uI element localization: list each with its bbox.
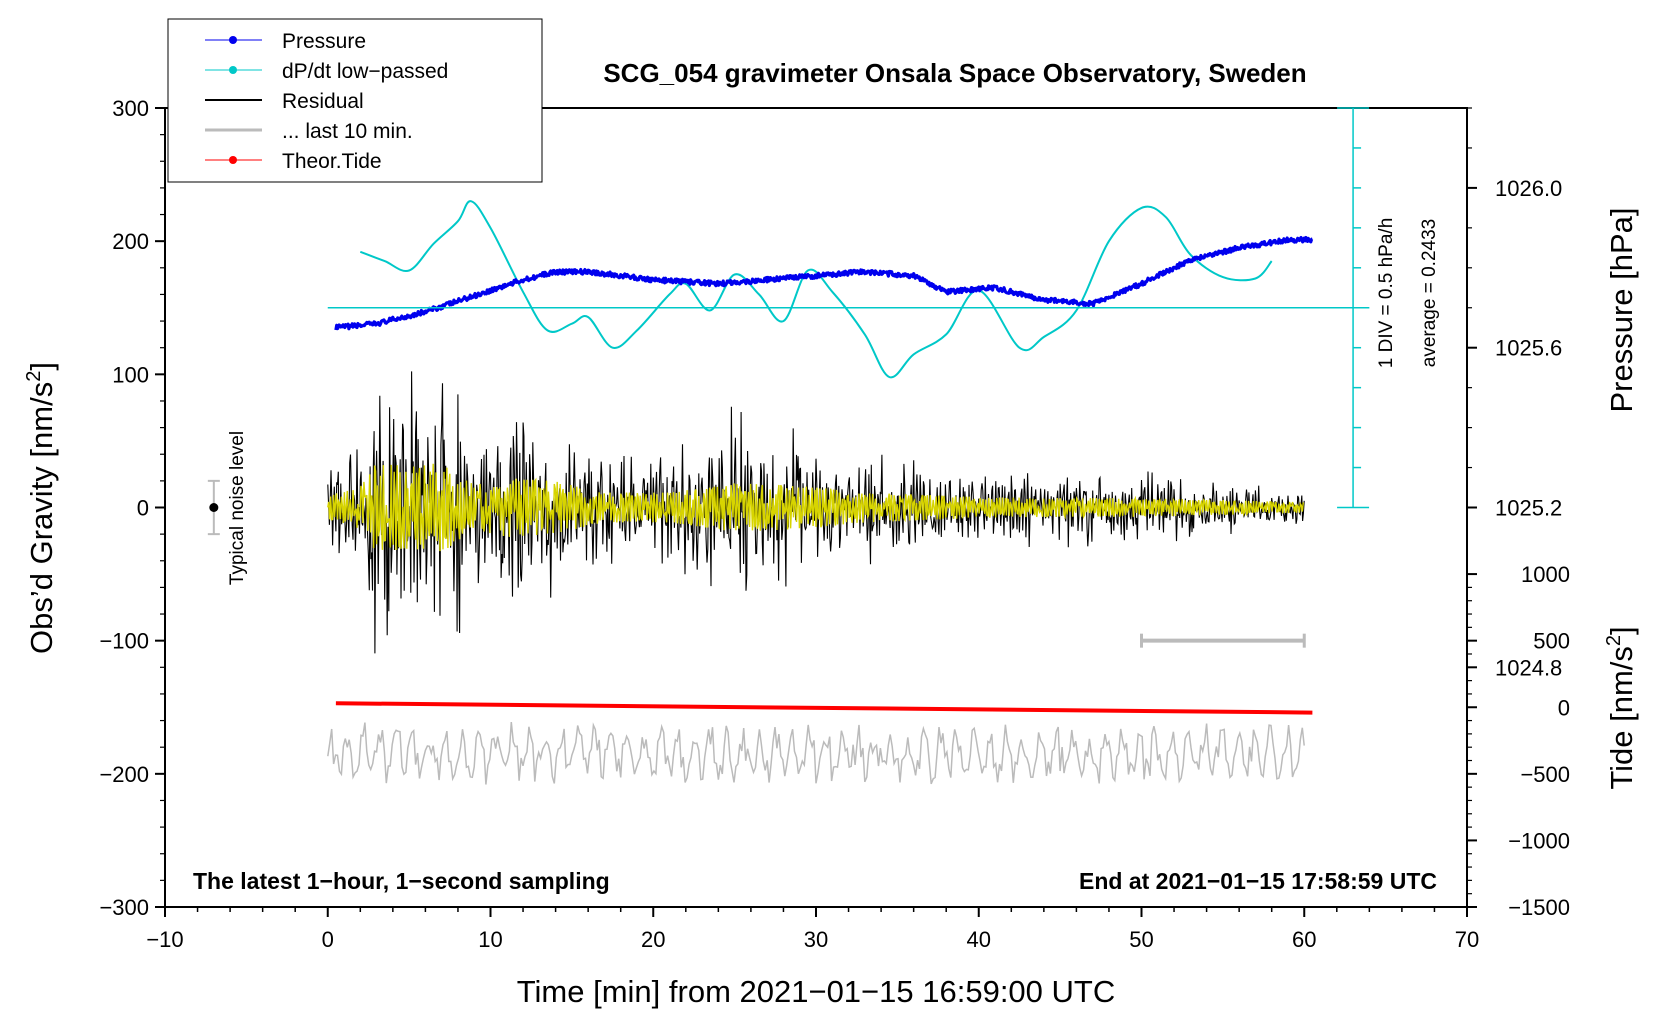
y-axis-label-tide: Tide [nm/s2] (1603, 626, 1639, 789)
legend-label: ... last 10 min. (282, 120, 413, 143)
noise-level-bar (207, 479, 220, 536)
y-axis-label-tide-base: Tide [nm/s (1604, 646, 1639, 790)
y-axis-ticks: 300 200 100 0 −100 −200 −300 (99, 96, 165, 920)
legend-marker (229, 66, 237, 74)
pressure-tick-label: 1026.0 (1495, 176, 1562, 201)
tide-tick-label: −1000 (1508, 828, 1570, 853)
tide-tick-label: −1500 (1508, 895, 1570, 920)
residual-lowpass-line (327, 463, 1304, 552)
x-tick-label: 0 (322, 927, 334, 952)
dpdt-scale-bar (327, 107, 1370, 509)
series-layer (327, 200, 1314, 785)
tide-tick-label: 0 (1558, 695, 1570, 720)
tide-tick-label: 1000 (1521, 562, 1570, 587)
y-tick-label: −300 (99, 895, 149, 920)
legend-label: Residual (282, 90, 364, 113)
y-tick-label: −100 (99, 629, 149, 654)
pressure-tick-label: 1025.6 (1495, 336, 1562, 361)
x-tick-label: 30 (804, 927, 828, 952)
x-tick-label: 70 (1455, 927, 1479, 952)
last-10-min-line (327, 722, 1305, 785)
pressure-tick-label: 1024.8 (1495, 655, 1562, 680)
legend-label: Theor.Tide (282, 150, 382, 173)
annotation-sampling: The latest 1−hour, 1−second sampling (193, 868, 610, 894)
y-axis-label-left-end: ] (24, 362, 59, 371)
x-tick-label: 10 (478, 927, 502, 952)
x-axis-ticks: −10 0 10 20 30 40 50 60 70 (146, 907, 1479, 952)
legend: Pressure dP/dt low−passed Residual ... last… (205, 30, 448, 173)
x-axis-label: Time [min] from 2021−01−15 16:59:00 UTC (517, 974, 1116, 1009)
tide-axis-ticks: 1000 500 0 −500 −1000 −1500 (1467, 562, 1570, 920)
y-axis-label-left: Obs’d Gravity [nm/s2] (23, 362, 59, 654)
div-label: 1 DIV = 0.5 hPa/h (1376, 218, 1397, 369)
tide-tick-label: −500 (1520, 762, 1570, 787)
noise-bar-dot (209, 503, 219, 512)
y-tick-label: 300 (112, 96, 149, 121)
y-tick-label: 100 (112, 362, 149, 387)
annotation-end-time: End at 2021−01−15 17:58:59 UTC (1079, 868, 1437, 894)
x-tick-label: −10 (146, 927, 183, 952)
pressure-axis-ticks: 1026.0 1025.6 1025.2 1024.8 (1467, 107, 1562, 680)
y-axis-label-pressure: Pressure [hPa] (1604, 207, 1639, 412)
y-axis-label-left-base: Obs’d Gravity [nm/s (24, 382, 59, 654)
legend-marker (229, 156, 237, 164)
tide-tick-label: 500 (1533, 629, 1570, 654)
legend-marker (229, 36, 237, 44)
y-axis-label-left-sup: 2 (23, 371, 45, 382)
chart-title: SCG_054 gravimeter Onsala Space Observat… (603, 58, 1306, 88)
legend-label: Pressure (282, 30, 366, 53)
y-tick-label: 200 (112, 229, 149, 254)
ten-minute-scale-bar (1140, 633, 1306, 648)
y-tick-label: 0 (137, 496, 149, 521)
theoretical-tide-line (335, 701, 1313, 715)
average-label: average = 0.2433 (1419, 219, 1440, 367)
x-tick-label: 60 (1292, 927, 1316, 952)
legend-label: dP/dt low−passed (282, 60, 448, 83)
noise-label: Typical noise level (227, 431, 248, 585)
x-tick-label: 50 (1129, 927, 1153, 952)
residual-line (327, 371, 1305, 654)
x-tick-label: 40 (967, 927, 991, 952)
y-axis-label-tide-sup: 2 (1603, 635, 1625, 646)
y-axis-label-tide-end: ] (1604, 626, 1639, 635)
y-tick-label: −200 (99, 762, 149, 787)
pressure-tick-label: 1025.2 (1495, 496, 1562, 521)
pressure-line (334, 235, 1314, 331)
x-tick-label: 20 (641, 927, 665, 952)
dpdt-line (359, 200, 1273, 379)
